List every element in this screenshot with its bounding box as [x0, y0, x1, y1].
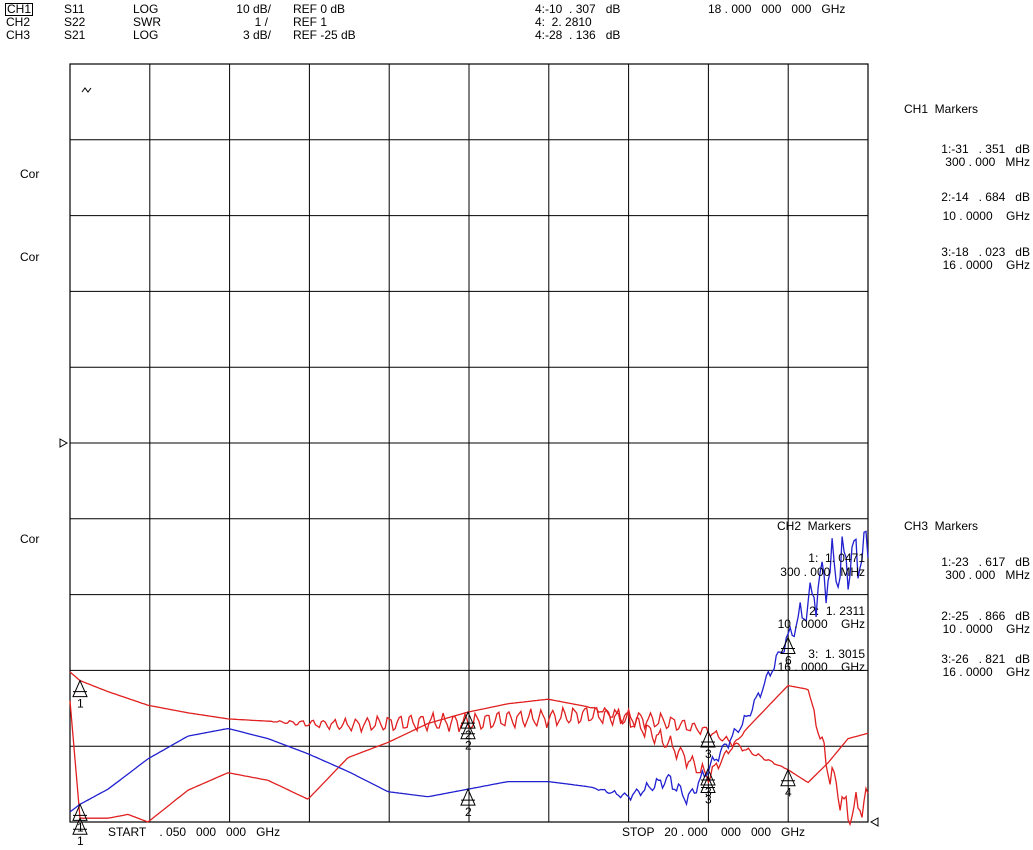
marker-s11-4: 4	[780, 768, 796, 800]
ch2-marker-3-value: 3: 1. 3015	[808, 647, 865, 661]
marker-s21-3: 3	[700, 767, 716, 799]
ch1-marker-2-value: 2:-14 . 684 dB	[941, 190, 1030, 204]
marker-number: 2	[465, 728, 472, 742]
channel-3-ref: REF -25 dB	[293, 28, 356, 42]
channel-2-marker4-readout: 4: 2. 2810	[535, 15, 592, 29]
ch3-markers-title: CH3 Markers	[904, 519, 979, 533]
ch1-marker-3-value: 3:-18 . 023 dB	[941, 245, 1030, 259]
channel-1-ref: REF 0 dB	[293, 2, 346, 16]
marker-number: 2	[465, 805, 472, 819]
marker-number: 3	[705, 785, 712, 799]
marker-number: 3	[705, 793, 712, 807]
marker-s21-2: 2	[460, 787, 476, 819]
channel-2-label[interactable]: CH2	[6, 15, 31, 29]
channel-1-scale: 10 dB/	[236, 2, 271, 16]
marker-triangle-icon	[700, 767, 716, 786]
marker-number: 3	[705, 747, 712, 761]
ch2-marker-1-freq: 300 . 000 MHz	[780, 565, 865, 579]
marker-s22-1: 1	[72, 816, 88, 848]
marker-triangle-icon	[780, 768, 796, 787]
graticule	[69, 63, 869, 823]
channel-2-format: SWR	[133, 15, 161, 29]
ch3-marker-2-freq: 10 . 0000 GHz	[942, 622, 1030, 636]
ch3-marker-3-value: 3:-26 . 821 dB	[941, 652, 1030, 666]
ch2-reference-pointer	[869, 817, 879, 827]
channel-2-scale: 1 /	[254, 15, 268, 29]
ch1-reference-pointer	[59, 438, 69, 448]
marker-number: 1	[77, 820, 84, 834]
channel-3-format: LOG	[133, 28, 159, 42]
ch1-markers-title: CH1 Markers	[904, 102, 979, 116]
marker-number: 1	[77, 834, 84, 848]
ch1-marker-3-freq: 16 . 0000 GHz	[942, 258, 1030, 272]
marker-s11-2: 2	[460, 721, 476, 753]
channel-1-label[interactable]: CH1	[5, 2, 34, 16]
channel-1-format: LOG	[133, 2, 159, 16]
ch1-marker-1-freq: 300 . 000 MHz	[945, 155, 1030, 169]
ch3-marker-3-freq: 16 . 0000 GHz	[942, 665, 1030, 679]
cor-label-ch1: Cor	[20, 167, 40, 181]
marker-triangle-icon	[460, 787, 476, 806]
marker-s11-1: 1	[72, 679, 88, 711]
marker-triangle-icon	[780, 636, 796, 655]
cor-label-ch2: Cor	[20, 250, 40, 264]
ch3-marker-2-value: 2:-25 . 866 dB	[941, 609, 1030, 623]
marker4-frequency: 18 . 000 000 000 GHz	[708, 2, 846, 16]
channel-3-label[interactable]: CH3	[6, 28, 31, 42]
ch1-marker-2-freq: 10 . 0000 GHz	[942, 209, 1030, 223]
marker-number: 6	[785, 654, 792, 668]
channel-3-scale: 3 dB/	[242, 28, 271, 42]
ch3-marker-1-value: 1:-23 . 617 dB	[941, 555, 1030, 569]
trace-s21	[69, 530, 869, 813]
ch2-marker-2-value: 2: 1. 2311	[809, 604, 865, 618]
channel-2-ref: REF 1	[293, 15, 328, 29]
stop-frequency: STOP 20 . 000 000 000 GHz	[622, 825, 805, 839]
ch2-markers-title: CH2 Markers	[777, 519, 852, 533]
marker-triangle-icon	[460, 710, 476, 729]
channel-2-param: S22	[64, 15, 86, 29]
marker-number: 4	[785, 786, 792, 800]
trace-s22	[69, 684, 869, 827]
ch2-marker-3-freq: 16 . 0000 GHz	[777, 660, 865, 674]
marker-number: 2	[465, 739, 472, 753]
hold-indicator-icon	[81, 87, 92, 93]
marker-s21-1: 1	[72, 803, 88, 834]
ch3-marker-1-freq: 300 . 000 MHz	[945, 568, 1030, 582]
marker-number: 1	[77, 697, 84, 711]
ch2-marker-2-freq: 10 . 0000 GHz	[777, 617, 865, 631]
marker-s11-3: 3	[700, 729, 716, 761]
marker-s21-6: 6	[780, 636, 796, 668]
cor-label-ch3: Cor	[20, 532, 40, 546]
channel-3-param: S21	[64, 28, 86, 42]
marker-s22-2: 2	[460, 710, 476, 742]
marker-triangle-icon	[460, 721, 476, 740]
marker-triangle-icon	[72, 679, 88, 698]
marker-triangle-icon	[700, 729, 716, 748]
channel-1-marker4-readout: 4:-10 . 307 dB	[535, 2, 621, 16]
channel-3-marker4-readout: 4:-28 . 136 dB	[535, 28, 621, 42]
ch2-marker-1-value: 1: 1. 0471	[808, 551, 865, 565]
marker-triangle-icon	[72, 816, 88, 835]
marker-triangle-icon	[72, 803, 88, 821]
channel-1-param: S11	[64, 2, 85, 16]
start-frequency: START . 050 000 000 GHz	[108, 825, 281, 839]
ch1-marker-1-value: 1:-31 . 351 dB	[941, 142, 1030, 156]
